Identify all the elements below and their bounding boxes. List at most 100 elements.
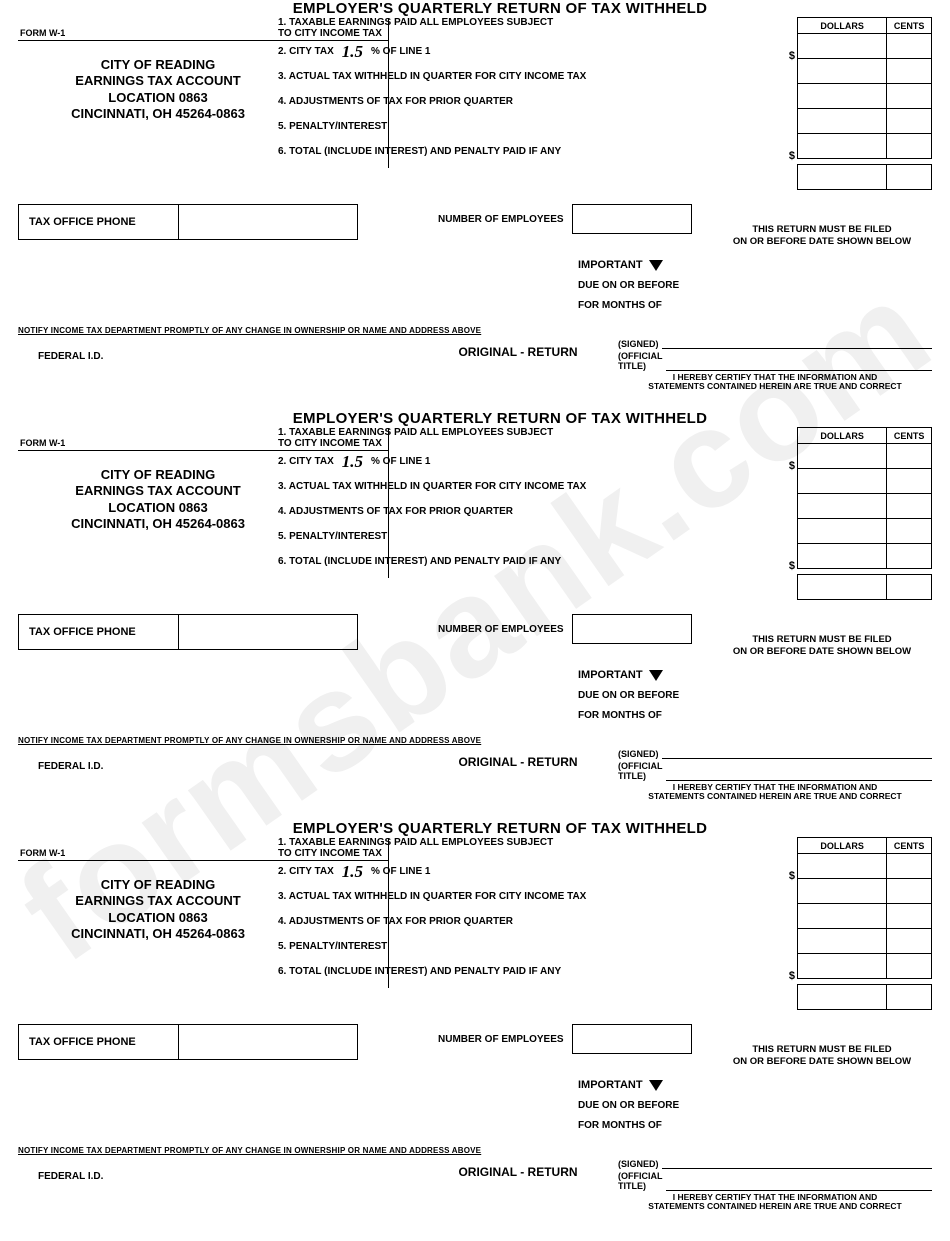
amount-cell[interactable]	[887, 519, 932, 544]
signed-label: (SIGNED)	[618, 749, 659, 759]
line-6: 6. TOTAL (INCLUDE INTEREST) AND PENALTY …	[278, 146, 797, 157]
original-return-label: ORIGINAL - RETURN	[418, 339, 618, 392]
signature-line[interactable]	[662, 749, 933, 759]
amount-cell[interactable]	[887, 854, 932, 879]
line-items: 1. TAXABLE EARNINGS PAID ALL EMPLOYEES S…	[278, 427, 797, 600]
tax-office-phone-field[interactable]	[179, 205, 357, 239]
amount-cell[interactable]	[798, 109, 887, 134]
tax-rate: 1.5	[342, 42, 363, 62]
original-return-label: ORIGINAL - RETURN	[418, 749, 618, 802]
cents-header: CENTS	[887, 428, 932, 444]
dollar-sign: $	[789, 460, 795, 472]
amount-cell[interactable]	[798, 494, 887, 519]
arrow-down-icon	[649, 260, 663, 271]
amount-cell[interactable]	[887, 165, 932, 190]
address-block: CITY OF READING EARNINGS TAX ACCOUNT LOC…	[18, 17, 278, 190]
amount-cell[interactable]	[798, 59, 887, 84]
cents-header: CENTS	[887, 838, 932, 854]
amount-cell[interactable]	[798, 854, 887, 879]
address-line: CITY OF READING	[38, 877, 278, 893]
line-2a: 2. CITY TAX	[278, 866, 334, 877]
official-title-label: (OFFICIALTITLE)	[618, 1171, 663, 1191]
amount-cell[interactable]	[887, 134, 932, 159]
form-w1-copy-2: EMPLOYER'S QUARTERLY RETURN OF TAX WITHH…	[0, 410, 950, 820]
amount-cell[interactable]	[798, 34, 887, 59]
amount-cell[interactable]	[798, 954, 887, 979]
tax-office-phone-field[interactable]	[179, 1025, 357, 1059]
address-line: LOCATION 0863	[38, 910, 278, 926]
amount-cell[interactable]	[798, 84, 887, 109]
dollar-sign: $	[789, 50, 795, 62]
amount-cell[interactable]	[887, 904, 932, 929]
amount-cell[interactable]	[887, 879, 932, 904]
amount-table: DOLLARSCENTS	[797, 427, 932, 600]
num-employees-field[interactable]	[572, 614, 692, 644]
amount-cell[interactable]	[887, 109, 932, 134]
line-5: 5. PENALTY/INTEREST	[278, 531, 797, 542]
amount-cell[interactable]	[798, 879, 887, 904]
amount-cell[interactable]	[887, 929, 932, 954]
signature-line[interactable]	[662, 339, 933, 349]
line-6: 6. TOTAL (INCLUDE INTEREST) AND PENALTY …	[278, 556, 797, 567]
amount-cell[interactable]	[887, 34, 932, 59]
form-w1-copy-1: EMPLOYER'S QUARTERLY RETURN OF TAX WITHH…	[0, 0, 950, 410]
official-title-label: (OFFICIALTITLE)	[618, 351, 663, 371]
amount-cell[interactable]	[887, 84, 932, 109]
important-block: IMPORTANT DUE ON OR BEFORE FOR MONTHS OF	[578, 254, 932, 316]
amount-cell[interactable]	[798, 134, 887, 159]
title-line[interactable]	[666, 361, 933, 371]
amount-cell[interactable]	[798, 929, 887, 954]
title-line[interactable]	[666, 1181, 933, 1191]
amount-cell[interactable]	[798, 544, 887, 569]
amount-cell[interactable]	[798, 165, 887, 190]
address-line: LOCATION 0863	[38, 500, 278, 516]
filing-note-line: THIS RETURN MUST BE FILED	[712, 224, 932, 236]
amount-cell[interactable]	[798, 575, 887, 600]
amount-cell[interactable]	[798, 519, 887, 544]
address-line: CITY OF READING	[38, 57, 278, 73]
filing-note: THIS RETURN MUST BE FILED ON OR BEFORE D…	[712, 1024, 932, 1068]
amount-cell[interactable]	[887, 954, 932, 979]
amount-cell[interactable]	[798, 985, 887, 1010]
dollars-header: DOLLARS	[798, 838, 887, 854]
dollar-sign: $	[789, 970, 795, 982]
amount-cell[interactable]	[798, 444, 887, 469]
tax-rate: 1.5	[342, 452, 363, 472]
address-block: CITY OF READING EARNINGS TAX ACCOUNT LOC…	[18, 427, 278, 600]
amount-cell[interactable]	[887, 575, 932, 600]
line-3: 3. ACTUAL TAX WITHHELD IN QUARTER FOR CI…	[278, 891, 797, 902]
amount-cell[interactable]	[887, 985, 932, 1010]
form-title: EMPLOYER'S QUARTERLY RETURN OF TAX WITHH…	[198, 820, 802, 837]
tax-office-phone-label: TAX OFFICE PHONE	[19, 1025, 179, 1059]
filing-note-line: THIS RETURN MUST BE FILED	[712, 634, 932, 646]
line-6: 6. TOTAL (INCLUDE INTEREST) AND PENALTY …	[278, 966, 797, 977]
num-employees-field[interactable]	[572, 1024, 692, 1054]
federal-id-label: FEDERAL I.D.	[18, 1159, 418, 1212]
amount-cell[interactable]	[887, 544, 932, 569]
amount-cell[interactable]	[887, 494, 932, 519]
address-line: LOCATION 0863	[38, 90, 278, 106]
tax-office-phone-label: TAX OFFICE PHONE	[19, 205, 179, 239]
line-1: 1. TAXABLE EARNINGS PAID ALL EMPLOYEES S…	[278, 837, 553, 848]
num-employees-field[interactable]	[572, 204, 692, 234]
notify-line: NOTIFY INCOME TAX DEPARTMENT PROMPTLY OF…	[18, 1146, 932, 1155]
address-line: CINCINNATI, OH 45264-0863	[38, 516, 278, 532]
line-3: 3. ACTUAL TAX WITHHELD IN QUARTER FOR CI…	[278, 481, 797, 492]
amount-cell[interactable]	[798, 469, 887, 494]
tax-office-phone-box: TAX OFFICE PHONE	[18, 614, 358, 650]
amount-cell[interactable]	[887, 444, 932, 469]
amount-cell[interactable]	[887, 59, 932, 84]
title-line[interactable]	[666, 771, 933, 781]
address-block: CITY OF READING EARNINGS TAX ACCOUNT LOC…	[18, 837, 278, 1010]
amount-cell[interactable]	[887, 469, 932, 494]
line-1b: TO CITY INCOME TAX	[278, 848, 382, 859]
tax-office-phone-field[interactable]	[179, 615, 357, 649]
amount-cell[interactable]	[798, 904, 887, 929]
line-2b: % OF LINE 1	[371, 456, 797, 467]
signature-block: (SIGNED) (OFFICIALTITLE) I HEREBY CERTIF…	[618, 339, 932, 392]
signature-block: (SIGNED) (OFFICIALTITLE) I HEREBY CERTIF…	[618, 1159, 932, 1212]
signature-line[interactable]	[662, 1159, 933, 1169]
signature-block: (SIGNED) (OFFICIALTITLE) I HEREBY CERTIF…	[618, 749, 932, 802]
num-employees-label: NUMBER OF EMPLOYEES	[438, 204, 564, 225]
dollar-sign: $	[789, 150, 795, 162]
